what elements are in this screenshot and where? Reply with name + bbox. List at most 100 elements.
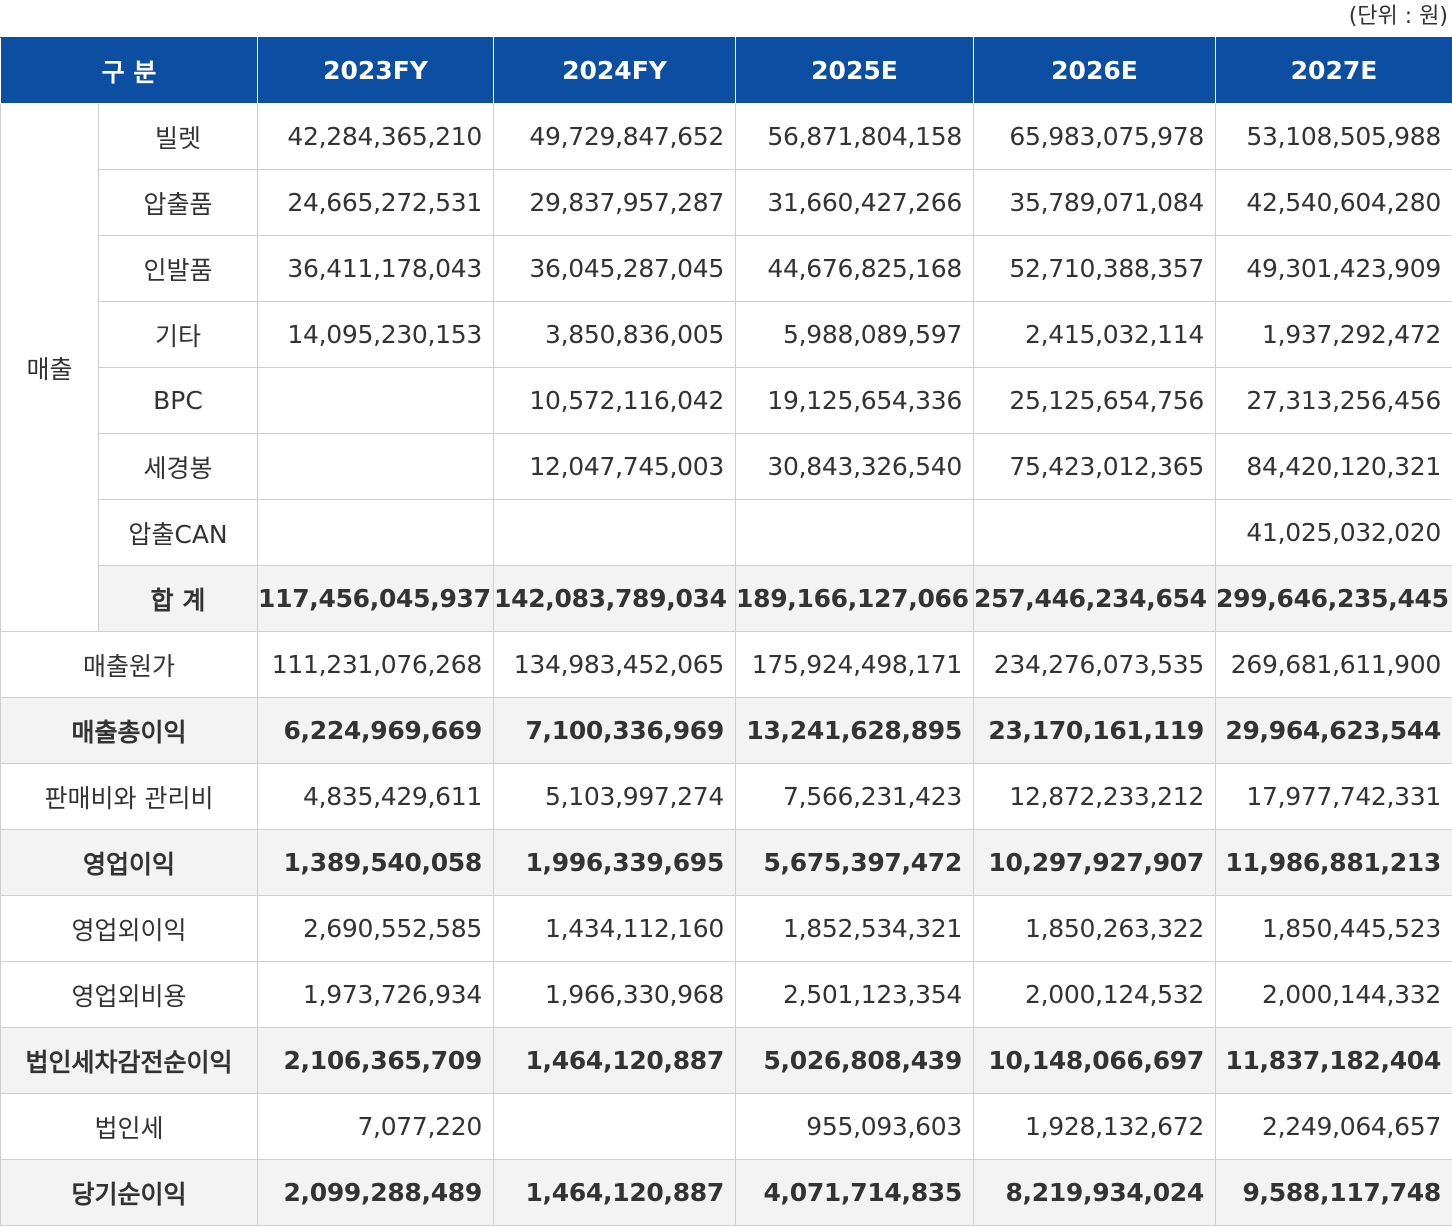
sales-row: 매출 빌렛 42,284,365,210 49,729,847,652 56,871,8… xyxy=(0,103,1452,632)
value-cell: 11,986,881,213 xyxy=(1215,829,1452,896)
value-cell: 36,045,287,045 xyxy=(493,235,736,302)
row-label: 영업이익 xyxy=(0,829,258,896)
value-cell: 12,047,745,003 xyxy=(493,433,736,500)
value-cell xyxy=(257,367,494,434)
value-cell: 2,000,124,532 xyxy=(973,961,1216,1028)
header-cell: 2027E xyxy=(1215,37,1452,104)
value-cell: 5,675,397,472 xyxy=(735,829,974,896)
value-cell: 2,415,032,114 xyxy=(973,301,1216,368)
value-cell: 11,837,182,404 xyxy=(1215,1027,1452,1094)
value-cell: 36,411,178,043 xyxy=(257,235,494,302)
value-cell: 53,108,505,988 xyxy=(1215,103,1452,170)
value-cell: 2,000,144,332 xyxy=(1215,961,1452,1028)
table-row: 판매비와 관리비 4,835,429,611 5,103,997,274 7,566,… xyxy=(0,763,1452,830)
value-cell: 56,871,804,158 xyxy=(735,103,974,170)
value-cell: 189,166,127,066 xyxy=(735,565,974,632)
value-cell: 175,924,498,171 xyxy=(735,631,974,698)
value-cell: 84,420,120,321 xyxy=(1215,433,1452,500)
value-cell: 49,729,847,652 xyxy=(493,103,736,170)
value-cell: 142,083,789,034 xyxy=(493,565,736,632)
value-cell: 2,106,365,709 xyxy=(257,1027,494,1094)
value-cell: 2,501,123,354 xyxy=(735,961,974,1028)
value-cell: 1,966,330,968 xyxy=(493,961,736,1028)
value-cell xyxy=(973,499,1216,566)
header-cell: 구 분 xyxy=(0,37,258,104)
value-cell: 17,977,742,331 xyxy=(1215,763,1452,830)
value-cell: 7,100,336,969 xyxy=(493,697,736,764)
row-label: 영업외비용 xyxy=(0,961,258,1028)
value-cell: 13,241,628,895 xyxy=(735,697,974,764)
value-cell: 23,170,161,119 xyxy=(973,697,1216,764)
value-cell: 52,710,388,357 xyxy=(973,235,1216,302)
value-cell: 1,928,132,672 xyxy=(973,1093,1216,1160)
table-row: 영업이익 1,389,540,058 1,996,339,695 5,675,397,… xyxy=(0,829,1452,896)
row-label: 세경봉 xyxy=(98,433,258,500)
value-cell: 1,464,120,887 xyxy=(493,1027,736,1094)
value-cell: 8,219,934,024 xyxy=(973,1159,1216,1226)
value-cell: 1,973,726,934 xyxy=(257,961,494,1028)
value-cell: 1,937,292,472 xyxy=(1215,301,1452,368)
table-row: 영업외비용 1,973,726,934 1,966,330,968 2,501,123… xyxy=(0,961,1452,1028)
value-cell: 41,025,032,020 xyxy=(1215,499,1452,566)
row-label: 영업외이익 xyxy=(0,895,258,962)
value-cell: 2,690,552,585 xyxy=(257,895,494,962)
value-cell: 7,566,231,423 xyxy=(735,763,974,830)
value-cell: 2,249,064,657 xyxy=(1215,1093,1452,1160)
value-cell: 31,660,427,266 xyxy=(735,169,974,236)
table-row: 매출총이익 6,224,969,669 7,100,336,969 13,241,62… xyxy=(0,697,1452,764)
row-label: 당기순이익 xyxy=(0,1159,258,1226)
sales-row: 압출품 24,665,272,531 29,837,957,287 31,660,42… xyxy=(1,169,1452,236)
value-cell: 269,681,611,900 xyxy=(1215,631,1452,698)
sales-row: BPC 10,572,116,042 19,125,654,336 25,125,65… xyxy=(1,367,1452,434)
value-cell: 1,464,120,887 xyxy=(493,1159,736,1226)
group-label: 매출 xyxy=(0,103,99,632)
value-cell: 6,224,969,669 xyxy=(257,697,494,764)
value-cell: 12,872,233,212 xyxy=(973,763,1216,830)
value-cell: 4,071,714,835 xyxy=(735,1159,974,1226)
table-row: 영업외이익 2,690,552,585 1,434,112,160 1,852,534… xyxy=(0,895,1452,962)
value-cell: 25,125,654,756 xyxy=(973,367,1216,434)
value-cell xyxy=(257,433,494,500)
value-cell: 111,231,076,268 xyxy=(257,631,494,698)
value-cell: 42,540,604,280 xyxy=(1215,169,1452,236)
value-cell: 65,983,075,978 xyxy=(973,103,1216,170)
value-cell: 29,837,957,287 xyxy=(493,169,736,236)
value-cell: 44,676,825,168 xyxy=(735,235,974,302)
value-cell: 49,301,423,909 xyxy=(1215,235,1452,302)
value-cell: 955,093,603 xyxy=(735,1093,974,1160)
unit-label: (단위 : 원) xyxy=(1348,4,1448,29)
value-cell: 27,313,256,456 xyxy=(1215,367,1452,434)
value-cell: 5,103,997,274 xyxy=(493,763,736,830)
value-cell: 134,983,452,065 xyxy=(493,631,736,698)
financial-table: 구 분 2023FY 2024FY 2025E 2026E 2027E 매출 빌렛 42,28… xyxy=(0,37,1452,1226)
value-cell: 19,125,654,336 xyxy=(735,367,974,434)
value-cell: 30,843,326,540 xyxy=(735,433,974,500)
value-cell: 5,988,089,597 xyxy=(735,301,974,368)
value-cell: 4,835,429,611 xyxy=(257,763,494,830)
header-cell: 2025E xyxy=(735,37,974,104)
value-cell: 1,389,540,058 xyxy=(257,829,494,896)
sales-row: 세경봉 12,047,745,003 30,843,326,540 75,423,01… xyxy=(1,433,1452,500)
value-cell: 10,148,066,697 xyxy=(973,1027,1216,1094)
value-cell: 9,588,117,748 xyxy=(1215,1159,1452,1226)
header-cell: 2026E xyxy=(973,37,1216,104)
row-label: 기타 xyxy=(98,301,258,368)
row-label: 법인세 xyxy=(0,1093,258,1160)
value-cell: 35,789,071,084 xyxy=(973,169,1216,236)
table-row: 법인세 7,077,220 955,093,603 1,928,132,672 2,24… xyxy=(0,1093,1452,1160)
value-cell: 24,665,272,531 xyxy=(257,169,494,236)
value-cell: 75,423,012,365 xyxy=(973,433,1216,500)
sales-row: 압출CAN 41,025,032,020 xyxy=(1,499,1452,566)
value-cell: 1,852,534,321 xyxy=(735,895,974,962)
row-label: 판매비와 관리비 xyxy=(0,763,258,830)
value-cell xyxy=(493,499,736,566)
value-cell: 14,095,230,153 xyxy=(257,301,494,368)
row-label: BPC xyxy=(98,367,258,434)
table-row: 매출원가 111,231,076,268 134,983,452,065 175,92… xyxy=(0,631,1452,698)
table-row: 당기순이익 2,099,288,489 1,464,120,887 4,071,714… xyxy=(0,1159,1452,1226)
value-cell xyxy=(257,499,494,566)
value-cell: 10,297,927,907 xyxy=(973,829,1216,896)
value-cell: 234,276,073,535 xyxy=(973,631,1216,698)
value-cell: 42,284,365,210 xyxy=(257,103,494,170)
